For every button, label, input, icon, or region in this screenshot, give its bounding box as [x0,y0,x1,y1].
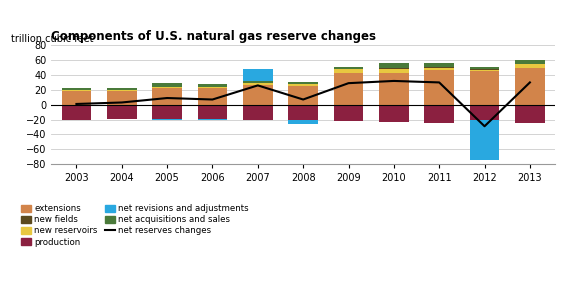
Bar [243,85,272,105]
Bar [62,90,91,91]
Bar [515,60,545,64]
Bar [379,63,408,68]
Text: trillion cubic feet: trillion cubic feet [11,34,94,44]
Bar [152,83,182,87]
Bar [152,87,182,88]
Legend: extensions, new fields, new reservoirs, production, net revisions and adjustment: extensions, new fields, new reservoirs, … [21,204,249,246]
Bar [198,105,227,119]
Bar [379,105,408,122]
Bar [470,120,499,160]
Bar [198,88,227,105]
Bar [424,68,454,70]
Text: Components of U.S. natural gas reserve changes: Components of U.S. natural gas reserve c… [51,30,376,43]
Bar [152,88,182,105]
Bar [288,120,318,124]
Bar [470,67,499,69]
Bar [334,73,363,105]
Bar [288,105,318,120]
Bar [424,63,454,67]
Bar [288,82,318,84]
Bar [152,105,182,119]
Bar [334,69,363,73]
Bar [288,84,318,86]
Bar [288,86,318,105]
Bar [334,67,363,69]
Bar [107,105,137,119]
Bar [243,69,272,81]
Bar [243,83,272,85]
Bar [515,64,545,68]
Bar [470,70,499,105]
Bar [62,105,91,119]
Bar [424,67,454,68]
Bar [62,91,91,105]
Bar [470,69,499,70]
Bar [424,105,454,123]
Bar [379,68,408,69]
Bar [107,90,137,91]
Bar [243,81,272,83]
Bar [334,105,363,121]
Bar [107,91,137,105]
Bar [107,88,137,90]
Bar [379,69,408,73]
Bar [198,84,227,87]
Bar [515,105,545,123]
Bar [470,105,499,120]
Bar [243,105,272,119]
Bar [62,88,91,90]
Bar [424,70,454,105]
Bar [379,73,408,105]
Bar [198,87,227,88]
Bar [515,68,545,105]
